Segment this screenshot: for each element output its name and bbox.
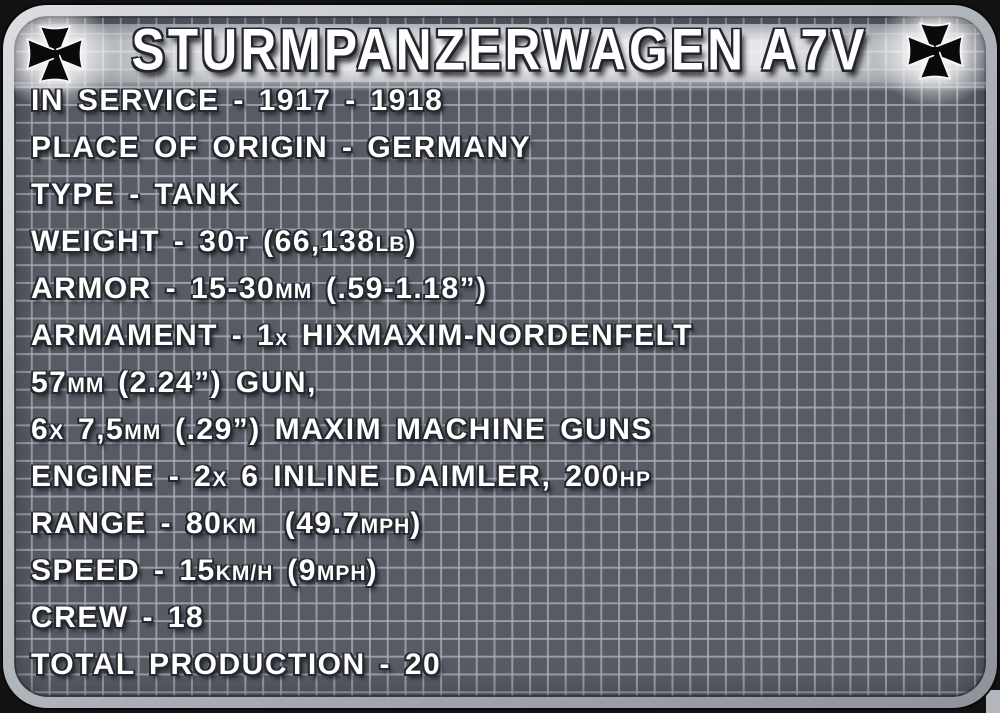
spec-line: IN SERVICE - 1917 - 1918	[31, 84, 974, 131]
spec-text: )	[405, 225, 417, 258]
spec-text: CREW - 18	[31, 601, 205, 634]
spec-text: 57	[31, 366, 68, 399]
title-band	[14, 24, 986, 92]
spec-line: 57 MM (2.24”) GUN,	[31, 366, 974, 413]
spec-unit-text: KM/H	[215, 562, 274, 585]
spec-unit-text: MM	[67, 374, 105, 397]
spec-text: (2.24”) GUN,	[104, 366, 317, 399]
spec-text: IN SERVICE - 1917 - 1918	[31, 84, 444, 117]
spec-text: )	[366, 554, 379, 587]
spec-text: (.29”) MAXIM MACHINE GUNS	[161, 413, 653, 446]
spec-list: IN SERVICE - 1917 - 1918 PLACE OF ORIGIN …	[31, 84, 974, 695]
spec-line: ARMOR - 15-30 MM (.59-1.18”)	[31, 272, 974, 319]
spec-unit-text: T	[235, 233, 250, 256]
spec-unit-text: X	[212, 468, 228, 491]
spec-text: HIXMAXIM-NORDENFELT	[288, 319, 694, 352]
spec-line: TYPE - TANK	[31, 178, 974, 225]
background-silver-chip	[986, 690, 1000, 713]
spec-unit-text: X	[49, 421, 65, 444]
spec-text: (9	[273, 554, 317, 587]
spec-unit-text: MM	[124, 421, 162, 444]
spec-unit-text: x	[275, 327, 289, 350]
spec-card-frame: STURMPANZERWAGEN A7V IN SERVICE - 1917 -…	[3, 5, 997, 708]
spec-text: (.59-1.18”)	[312, 272, 488, 305]
spec-text: ENGINE - 2	[31, 460, 213, 493]
spec-unit-text: MPH	[316, 562, 367, 585]
spec-text: 6 INLINE DAIMLER, 200	[227, 460, 620, 493]
spec-unit-text: MPH	[360, 515, 411, 538]
iron-cross-icon	[14, 16, 115, 111]
spec-unit-text: MM	[275, 280, 313, 303]
spec-text: ARMAMENT - 1	[31, 319, 276, 352]
spec-line: TOTAL PRODUCTION - 20	[31, 648, 974, 695]
spec-text: 6	[31, 413, 50, 446]
spec-text: PLACE OF ORIGIN - GERMANY	[31, 131, 532, 164]
spec-text: )	[410, 507, 422, 540]
spec-text: 7,5	[64, 413, 125, 446]
spec-text: TOTAL PRODUCTION - 20	[31, 648, 442, 681]
spec-unit-text: LB	[375, 233, 406, 256]
spec-line: WEIGHT - 30 T (66,138 LB)	[31, 225, 974, 272]
spec-text: SPEED - 15	[31, 554, 216, 587]
spec-text: (66,138	[249, 225, 376, 258]
spec-line: RANGE - 80 KM (49.7 MPH)	[31, 507, 974, 554]
iron-cross-icon	[906, 22, 964, 80]
spec-line: PLACE OF ORIGIN - GERMANY	[31, 131, 974, 178]
spec-text: (49.7	[257, 507, 361, 540]
spec-text: RANGE - 80	[31, 507, 223, 540]
title-row: STURMPANZERWAGEN A7V	[14, 16, 986, 88]
spec-card-panel: STURMPANZERWAGEN A7V IN SERVICE - 1917 -…	[14, 16, 986, 697]
spec-unit-text: HP	[619, 468, 651, 491]
spec-text: ARMOR - 15-30	[31, 272, 276, 305]
spec-line: CREW - 18	[31, 601, 974, 648]
spec-line: SPEED - 15 KM/H (9 MPH)	[31, 554, 974, 601]
iron-cross-icon	[26, 25, 84, 83]
spec-text: TYPE - TANK	[31, 178, 242, 211]
spec-unit-text: KM	[222, 515, 258, 538]
page-title: STURMPANZERWAGEN A7V	[131, 16, 869, 83]
iron-cross-icon	[875, 16, 986, 108]
spec-text: WEIGHT - 30	[31, 225, 236, 258]
